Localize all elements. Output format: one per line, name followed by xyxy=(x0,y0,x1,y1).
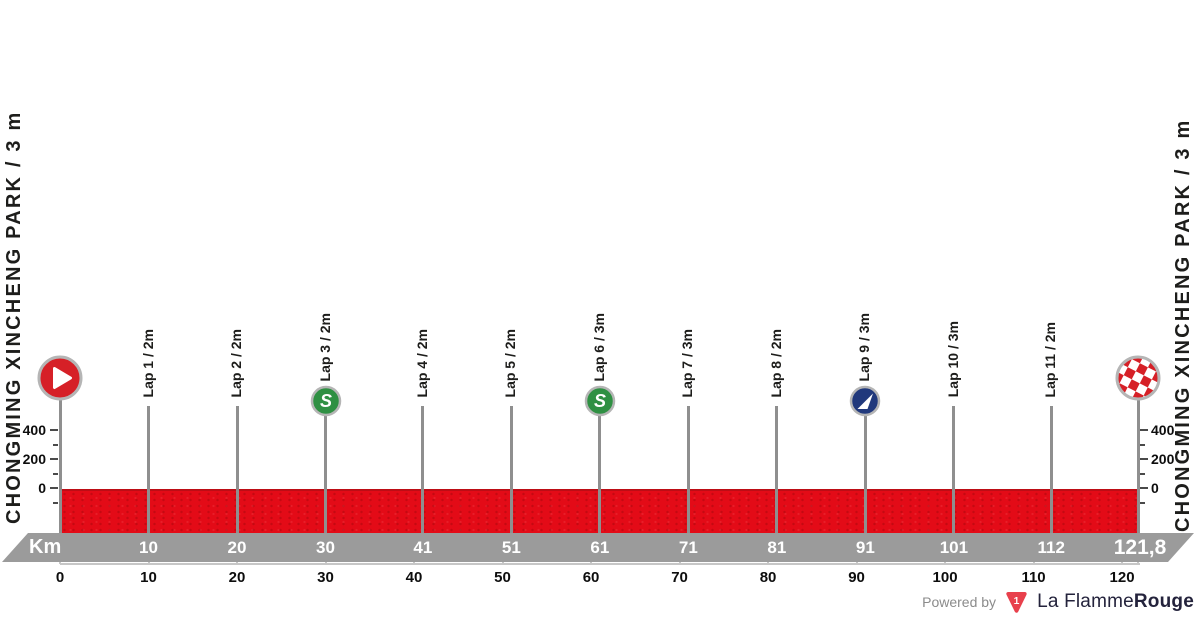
x-axis-tick-label: 50 xyxy=(494,569,511,586)
lap-marker-label: Lap 11 / 2m xyxy=(1042,321,1059,397)
y-axis-label: 200 xyxy=(22,451,46,467)
x-axis-tick-label: 60 xyxy=(582,569,600,586)
lap-marker-line xyxy=(421,406,425,533)
km-band-label: 30 xyxy=(316,538,335,557)
km-band-label: 20 xyxy=(227,538,247,557)
brand-name-suffix: Rouge xyxy=(1133,591,1194,612)
x-axis-tick-label: 20 xyxy=(228,569,246,586)
lap-marker-label: Lap 3 / 2m xyxy=(316,312,333,381)
km-band-label: 101 xyxy=(939,538,969,557)
y-axis-minor-tick xyxy=(1140,443,1145,446)
lap-marker-line xyxy=(509,406,513,533)
brand-name-prefix: La Flamme xyxy=(1037,591,1134,612)
brand-name: La FlammeRouge xyxy=(1037,591,1194,613)
x-axis-tick-label: 100 xyxy=(932,569,958,586)
lap-marker-label: Lap 9 / 3m xyxy=(856,312,873,381)
footer-branding: Powered by 1 La FlammeRouge xyxy=(922,589,1194,615)
lap-marker-label: Lap 10 / 3m xyxy=(944,320,961,397)
y-axis-label: 400 xyxy=(1151,422,1175,438)
x-axis-tick-label: 0 xyxy=(55,569,65,586)
y-axis-label: 0 xyxy=(1151,480,1159,496)
la-flamme-rouge-logo-icon: 1 xyxy=(1005,591,1028,614)
feed-zone-icon xyxy=(849,385,881,417)
km-band-label: 81 xyxy=(767,538,787,557)
km-band-label: 91 xyxy=(855,538,875,557)
lap-marker-line xyxy=(147,406,150,533)
y-axis-major-tick xyxy=(50,429,58,431)
x-axis-tick-label: 10 xyxy=(140,569,157,586)
sprint-icon: S xyxy=(310,385,342,417)
lap-marker-label: Lap 2 / 2m xyxy=(228,328,244,397)
finish-icon xyxy=(1115,355,1161,401)
svg-text:1: 1 xyxy=(1014,594,1020,606)
y-axis-major-tick xyxy=(1140,429,1148,431)
y-axis-label: 400 xyxy=(22,422,46,438)
km-band-label: 51 xyxy=(501,538,521,557)
km-band-label: 41 xyxy=(413,538,433,557)
x-axis-line xyxy=(60,563,1140,565)
lap-marker-line xyxy=(1049,406,1053,533)
y-axis-minor-tick xyxy=(1140,501,1145,504)
lap-marker-label: Lap 5 / 2m xyxy=(502,328,519,397)
y-axis-major-tick xyxy=(50,487,58,489)
start-marker-line xyxy=(58,380,62,533)
x-axis-tick-label: 30 xyxy=(317,569,334,586)
x-axis-tick-label: 70 xyxy=(671,569,688,586)
x-axis-tick-label: 120 xyxy=(1109,569,1135,586)
start-icon xyxy=(37,355,83,401)
x-axis-tick-label: 110 xyxy=(1021,569,1046,586)
lap-marker-label: Lap 6 / 3m xyxy=(590,312,607,381)
km-band-label: 61 xyxy=(590,538,610,557)
x-axis-tick-label: 90 xyxy=(848,569,865,586)
powered-by-text: Powered by xyxy=(922,594,997,610)
lap-marker-line xyxy=(775,406,779,533)
y-axis-minor-tick xyxy=(53,472,58,475)
lap-marker-label: Lap 7 / 3m xyxy=(679,328,696,397)
y-axis-major-tick xyxy=(1140,458,1148,460)
sprint-icon: S xyxy=(584,385,616,417)
finish-location-label: CHONGMING XINCHENG PARK / 3 m xyxy=(1172,118,1194,532)
y-axis-major-tick xyxy=(50,458,58,460)
x-axis-tick-label: 80 xyxy=(759,569,777,586)
km-band-label: 71 xyxy=(678,538,698,557)
lap-marker-label: Lap 8 / 2m xyxy=(767,328,784,397)
y-axis-minor-tick xyxy=(53,501,58,504)
lap-marker-line xyxy=(235,406,239,533)
y-axis-label: 200 xyxy=(1151,451,1175,467)
km-band: Km 10 20 30 41 51 61 71 81 91 101 112 121,8 xyxy=(2,533,1194,562)
lap-marker-line xyxy=(952,406,956,533)
lap-marker-line xyxy=(863,406,867,533)
y-axis-minor-tick xyxy=(1140,472,1145,475)
lap-marker-label: Lap 1 / 2m xyxy=(139,328,156,397)
km-band-final-distance: 121,8 xyxy=(1113,536,1167,559)
svg-text:S: S xyxy=(320,391,332,411)
lap-marker-line xyxy=(598,406,602,533)
lap-marker-label: Lap 4 / 2m xyxy=(413,328,430,397)
finish-marker-line xyxy=(1136,380,1140,533)
km-band-title: Km xyxy=(29,536,62,558)
svg-text:S: S xyxy=(594,391,606,411)
lap-marker-line xyxy=(686,406,690,533)
y-axis-label: 0 xyxy=(38,480,46,496)
km-band-label: 112 xyxy=(1037,538,1065,557)
y-axis-major-tick xyxy=(1140,487,1148,489)
x-axis-tick-label: 40 xyxy=(405,569,423,586)
km-band-label: 10 xyxy=(139,538,158,557)
lap-marker-line xyxy=(324,406,328,533)
y-axis-minor-tick xyxy=(53,443,58,446)
